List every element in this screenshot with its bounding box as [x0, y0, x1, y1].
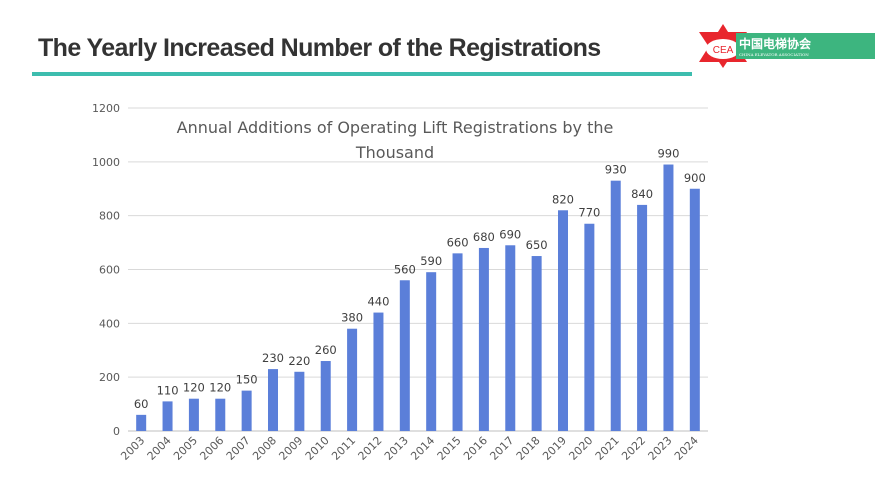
- x-tick-label: 2016: [461, 434, 490, 463]
- bar-2006: [215, 398, 226, 431]
- bar-2010: [320, 361, 331, 431]
- svg-text:中国电梯协会: 中国电梯协会: [739, 36, 812, 51]
- bar-2020: [584, 223, 595, 431]
- bar-2004: [162, 401, 173, 431]
- x-tick-label: 2024: [672, 434, 701, 463]
- data-label-2003: 60: [134, 397, 149, 411]
- x-tick-label: 2006: [197, 434, 226, 463]
- x-tick-label: 2010: [303, 434, 332, 463]
- y-tick-label: 1000: [92, 156, 120, 169]
- x-tick-label: 2017: [487, 434, 516, 463]
- cea-logo: CEA 中国电梯协会 CHINA ELEVATOR ASSOCIATION: [699, 24, 875, 68]
- data-label-2009: 220: [288, 354, 310, 368]
- bar-2018: [531, 256, 542, 431]
- x-tick-label: 2023: [646, 434, 675, 463]
- y-tick-label: 800: [99, 210, 120, 223]
- x-tick-label: 2019: [540, 434, 569, 463]
- bar-2015: [452, 253, 463, 431]
- bar-2007: [241, 390, 252, 431]
- data-label-2004: 110: [157, 383, 179, 397]
- x-tick-label: 2011: [329, 434, 358, 463]
- bar-2014: [426, 272, 437, 431]
- x-tick-label: 2008: [250, 434, 279, 463]
- bar-2011: [347, 328, 358, 431]
- x-tick-label: 2020: [566, 434, 595, 463]
- data-label-2007: 150: [236, 373, 258, 387]
- data-label-2019: 820: [552, 192, 574, 206]
- data-label-2016: 680: [473, 230, 495, 244]
- x-tick-label: 2021: [593, 434, 622, 463]
- data-label-2008: 230: [262, 351, 284, 365]
- title-underline: [32, 72, 692, 76]
- x-tick-label: 2012: [356, 434, 385, 463]
- bar-2024: [689, 188, 700, 431]
- data-label-2013: 560: [394, 262, 416, 276]
- bar-2021: [610, 180, 621, 431]
- chart-title-line-1: Annual Additions of Operating Lift Regis…: [177, 118, 614, 137]
- chart-title-line-2: Thousand: [355, 143, 434, 162]
- data-label-2024: 900: [684, 171, 706, 185]
- slide-title: The Yearly Increased Number of the Regis…: [38, 34, 601, 62]
- y-tick-label: 400: [99, 317, 120, 330]
- svg-text:CHINA ELEVATOR ASSOCIATION: CHINA ELEVATOR ASSOCIATION: [739, 52, 809, 57]
- bar-2008: [268, 369, 278, 431]
- data-label-2005: 120: [183, 381, 205, 395]
- bar-2012: [373, 312, 384, 431]
- bar-2005: [188, 398, 199, 431]
- x-tick-label: 2009: [276, 434, 305, 463]
- y-tick-label: 600: [99, 264, 120, 277]
- y-tick-label: 0: [113, 425, 120, 438]
- data-label-2010: 260: [315, 343, 337, 357]
- x-tick-label: 2007: [224, 434, 253, 463]
- data-label-2020: 770: [578, 206, 600, 220]
- bar-2019: [558, 210, 568, 431]
- data-label-2006: 120: [209, 381, 231, 395]
- x-tick-label: 2022: [619, 434, 648, 463]
- x-tick-label: 2004: [145, 434, 174, 463]
- x-tick-label: 2003: [118, 434, 147, 463]
- x-tick-label: 2013: [382, 434, 411, 463]
- data-label-2014: 590: [420, 254, 442, 268]
- data-label-2015: 660: [447, 235, 469, 249]
- bar-2016: [478, 247, 489, 431]
- x-tick-label: 2005: [171, 434, 200, 463]
- x-tick-label: 2014: [408, 434, 437, 463]
- x-tick-label: 2018: [514, 434, 543, 463]
- data-label-2012: 440: [367, 295, 389, 309]
- y-tick-label: 200: [99, 371, 120, 384]
- y-tick-label: 1200: [92, 102, 120, 115]
- svg-text:CEA: CEA: [713, 45, 734, 56]
- data-label-2023: 990: [657, 147, 679, 161]
- bar-2022: [637, 204, 648, 431]
- data-label-2021: 930: [605, 163, 627, 177]
- data-label-2011: 380: [341, 311, 363, 325]
- bar-2009: [294, 371, 305, 431]
- bar-2013: [399, 280, 410, 431]
- bar-2017: [505, 245, 516, 431]
- x-tick-label: 2015: [435, 434, 464, 463]
- data-label-2022: 840: [631, 187, 653, 201]
- data-label-2018: 650: [526, 238, 548, 252]
- data-label-2017: 690: [499, 227, 521, 241]
- bar-2023: [663, 164, 674, 431]
- bar-2003: [136, 414, 147, 431]
